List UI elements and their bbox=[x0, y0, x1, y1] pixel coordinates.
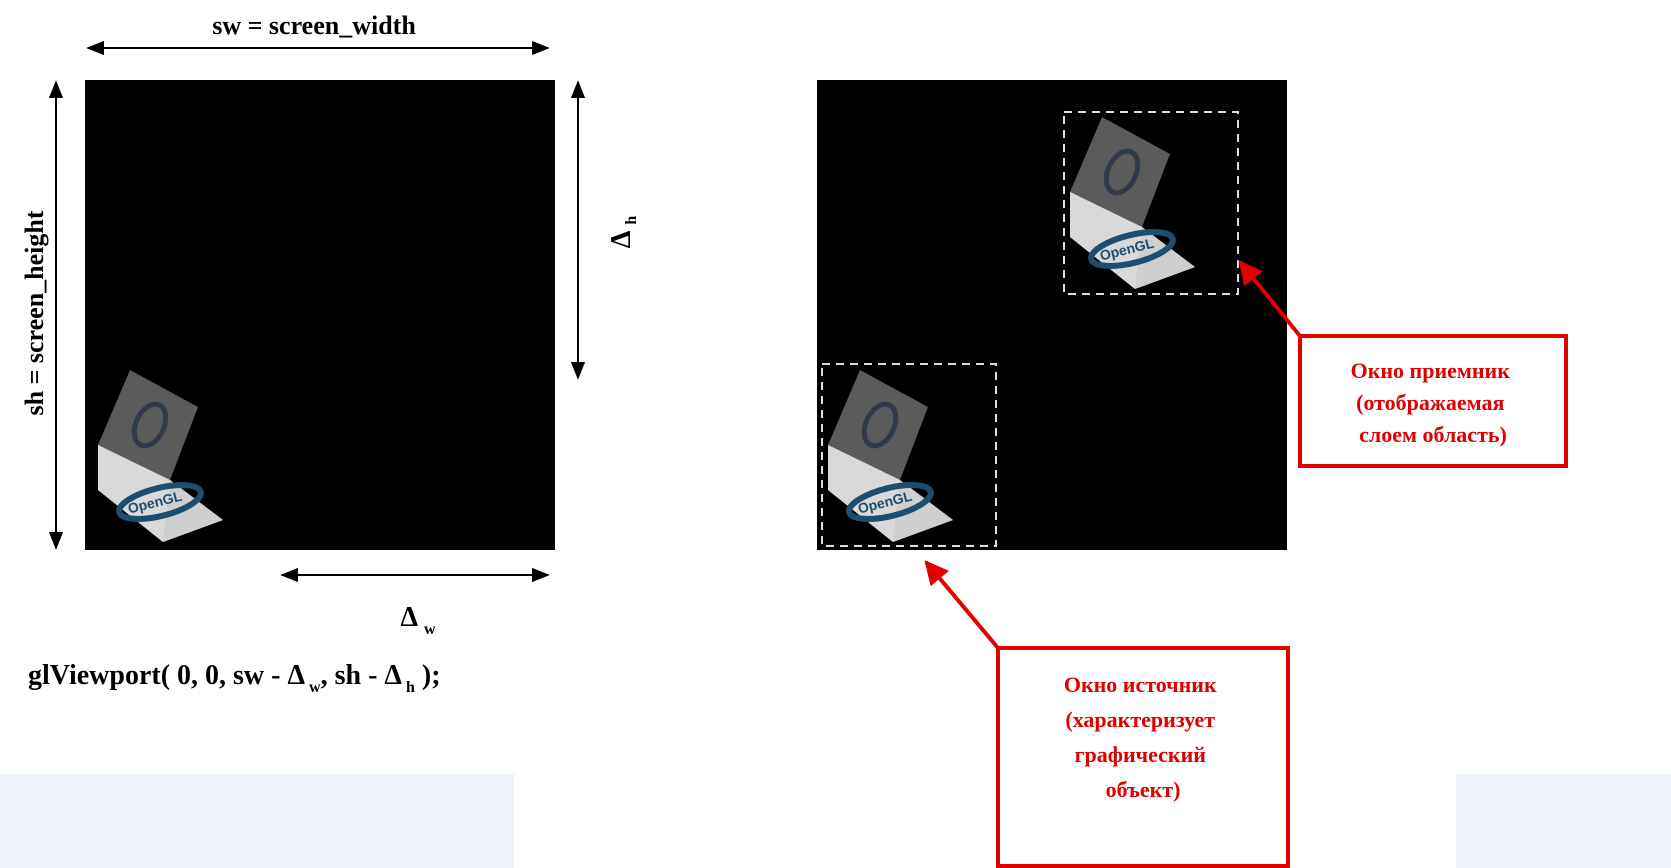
receiver-frame bbox=[1063, 111, 1239, 295]
svg-text:Δh: Δh bbox=[606, 216, 640, 249]
delta-w-symbol: Δ bbox=[400, 602, 418, 633]
source-pointer bbox=[924, 560, 1000, 650]
source-callout-box bbox=[996, 646, 1290, 868]
bottom-band-right bbox=[1456, 774, 1671, 868]
source-callout-text: Окно источник (характеризует графический… bbox=[1064, 672, 1222, 802]
opengl-cube-bottom: OpenGL bbox=[828, 370, 953, 542]
receiver-pointer bbox=[1238, 260, 1302, 338]
receiver-callout-box bbox=[1298, 334, 1568, 468]
opengl-cube-top: OpenGL bbox=[1070, 117, 1195, 289]
right-diagram: OpenGL OpenGL Окно приемник (отображаема… bbox=[817, 80, 1568, 868]
opengl-cube-left: OpenGL bbox=[98, 370, 223, 542]
bottom-band-left bbox=[0, 774, 514, 868]
screen-height-label-group: sh = screen_height bbox=[20, 210, 49, 415]
delta-h-sub: h bbox=[623, 216, 640, 225]
screen-height-label: sh = screen_height bbox=[20, 210, 49, 415]
source-frame bbox=[821, 363, 997, 547]
left-diagram: sw = screen_width sh = screen_height Ope… bbox=[20, 11, 640, 696]
receiver-callout-text: Окно приемник (отображаемая слоем област… bbox=[1351, 358, 1516, 447]
delta-h-symbol: Δ bbox=[606, 230, 637, 248]
delta-h-label-group: Δh bbox=[606, 216, 640, 249]
screen-width-label: sw = screen_width bbox=[212, 11, 416, 40]
delta-w-sub: w bbox=[424, 621, 436, 638]
